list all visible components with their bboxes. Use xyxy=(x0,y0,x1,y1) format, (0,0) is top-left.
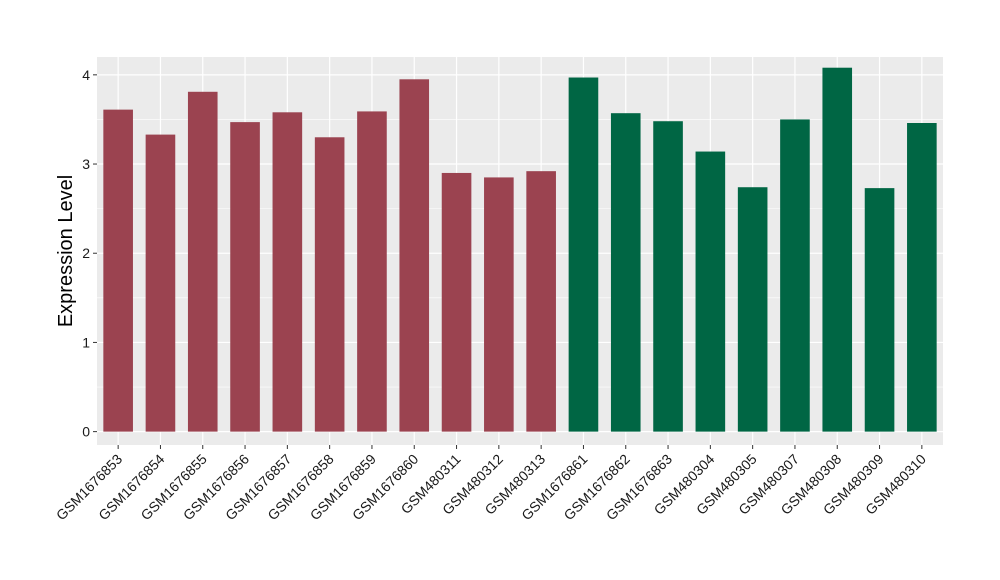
y-tick-label: 1 xyxy=(82,334,90,350)
bar-GSM480312 xyxy=(484,177,514,432)
bar-GSM1676859 xyxy=(357,111,387,432)
bar-GSM480311 xyxy=(441,172,472,432)
x-axis: GSM1676853GSM1676854GSM1676855GSM1676856… xyxy=(53,445,929,523)
bar-GSM480310 xyxy=(907,123,937,432)
bar-GSM480307 xyxy=(780,119,810,432)
y-tick-label: 0 xyxy=(82,424,90,440)
bar-GSM1676861 xyxy=(568,77,599,432)
bar-GSM1676862 xyxy=(610,113,641,432)
y-axis: 0 1 2 3 4 xyxy=(82,67,97,440)
bar-GSM1676860 xyxy=(399,79,430,432)
bar-GSM1676856 xyxy=(230,122,260,432)
bars xyxy=(103,67,937,432)
bar-GSM480304 xyxy=(695,151,726,432)
bar-GSM480309 xyxy=(864,188,895,432)
bar-GSM1676863 xyxy=(653,121,683,432)
bar-GSM1676855 xyxy=(187,91,218,432)
y-tick-label: 2 xyxy=(82,245,90,261)
bar-GSM1676857 xyxy=(272,112,303,432)
bar-GSM480313 xyxy=(526,171,556,432)
y-axis-title: Expression Level xyxy=(55,175,77,327)
bar-GSM1676853 xyxy=(103,109,133,432)
bar-GSM1676854 xyxy=(145,134,176,432)
y-tick-label: 3 xyxy=(82,156,90,172)
bar-GSM480305 xyxy=(737,187,768,432)
bar-GSM480308 xyxy=(822,67,853,432)
y-tick-label: 4 xyxy=(82,67,90,83)
bar-GSM1676858 xyxy=(314,137,345,432)
